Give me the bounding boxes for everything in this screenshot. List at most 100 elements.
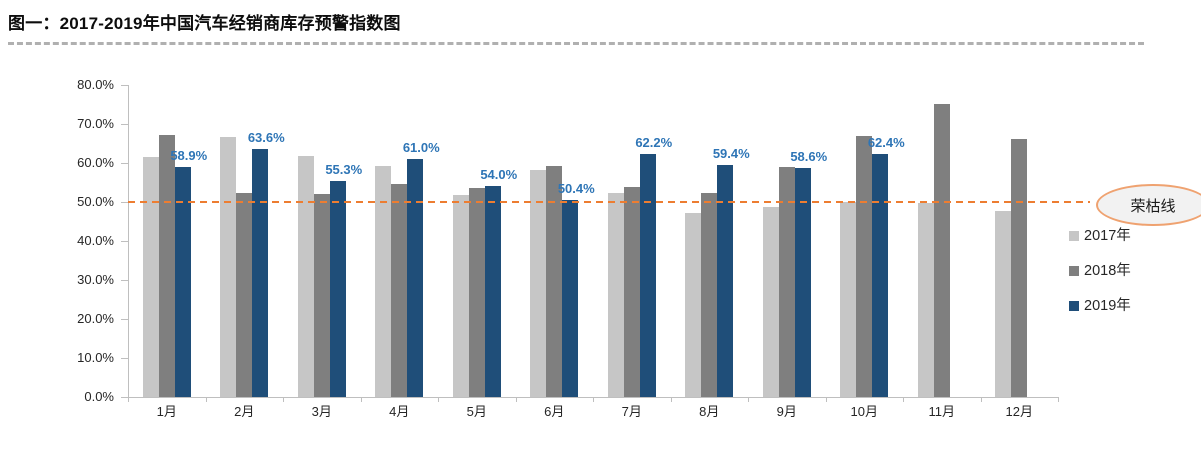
x-axis-category-label: 7月 [621, 404, 642, 419]
data-label-2019年-10月: 62.4% [867, 134, 905, 150]
y-axis-tick-mark [121, 202, 128, 203]
bar-2019年-2月 [252, 148, 269, 397]
y-axis-tick-mark [121, 241, 128, 242]
legend-item-2017年: 2017年 [1069, 227, 1131, 245]
data-label-2019年-2月: 63.6% [247, 129, 285, 145]
bar-2018年-6月 [546, 166, 563, 397]
y-axis-tick-label: 60.0% [77, 155, 114, 170]
data-label-2019年-9月: 58.6% [790, 149, 828, 165]
y-axis-tick-mark [121, 85, 128, 86]
bar-2018年-5月 [468, 187, 485, 397]
bar-2017年-3月 [297, 155, 314, 397]
x-axis-category-label: 10月 [850, 404, 878, 419]
y-axis-tick-mark [121, 397, 128, 398]
page-title: 图一：2017-2019年中国汽车经销商库存预警指数图 [8, 14, 401, 33]
y-axis-tick-label: 40.0% [77, 233, 114, 248]
legend-swatch [1069, 231, 1079, 241]
bar-2018年-9月 [778, 167, 795, 397]
x-axis-category-label: 12月 [1005, 404, 1033, 419]
data-label-2019年-3月: 55.3% [325, 162, 363, 178]
x-axis-tick-mark [748, 397, 749, 402]
bar-2017年-6月 [530, 170, 547, 397]
x-axis-tick-mark [1058, 397, 1059, 402]
bar-2018年-2月 [236, 193, 253, 397]
legend-label: 2017年 [1084, 228, 1131, 244]
x-axis-tick-mark [205, 397, 207, 402]
bar-2019年-8月 [717, 165, 734, 397]
title-separator-dashed-line [8, 42, 1144, 45]
bar-2018年-8月 [701, 193, 718, 397]
boom-bust-line-label: 荣枯线 [1130, 197, 1176, 215]
bar-2017年-12月 [995, 210, 1012, 397]
bar-2017年-10月 [840, 202, 857, 397]
x-axis-category-label: 5月 [466, 404, 487, 419]
bar-2018年-4月 [391, 184, 408, 397]
bar-2018年-1月 [158, 134, 175, 397]
legend-swatch [1069, 266, 1079, 276]
legend-swatch [1069, 301, 1079, 311]
bar-2019年-1月 [174, 167, 191, 397]
bar-2019年-9月 [794, 168, 811, 397]
x-axis-category-label: 1月 [156, 404, 177, 419]
y-axis-line [128, 85, 129, 397]
bar-2017年-1月 [142, 157, 159, 397]
legend: 2017年 2018年 2019年 [1069, 227, 1131, 315]
bar-2018年-10月 [856, 136, 873, 397]
y-axis-tick-label: 10.0% [77, 350, 114, 365]
legend-label: 2019年 [1084, 298, 1131, 314]
data-label-2019年-4月: 61.0% [402, 140, 440, 156]
bar-2017年-7月 [607, 192, 624, 397]
bar-2018年-7月 [623, 186, 640, 397]
boom-bust-reference-line [128, 201, 1090, 203]
bar-2019年-4月 [407, 159, 424, 397]
bar-2017年-11月 [917, 203, 934, 397]
x-axis-tick-mark [438, 397, 439, 402]
data-label-2019年-7月: 62.2% [635, 135, 673, 151]
x-axis-tick-mark [825, 397, 827, 402]
x-axis-category-label: 11月 [928, 404, 956, 419]
y-axis-tick-mark [121, 358, 128, 359]
x-axis-tick-mark [515, 397, 517, 402]
x-axis-category-label: 9月 [776, 404, 797, 419]
legend-item-2019年: 2019年 [1069, 297, 1131, 315]
x-axis-category-label: 6月 [544, 404, 565, 419]
y-axis-tick-mark [121, 319, 128, 320]
data-label-2019年-5月: 54.0% [480, 167, 518, 183]
bar-2017年-4月 [375, 166, 392, 397]
data-label-2019年-1月: 58.9% [170, 148, 208, 164]
x-axis-category-label: 3月 [311, 404, 332, 419]
bar-2019年-6月 [562, 200, 579, 397]
y-axis-tick-mark [121, 163, 128, 164]
x-axis-category-label: 4月 [389, 404, 410, 419]
x-axis-tick-mark [283, 397, 284, 402]
x-axis-tick-mark [360, 397, 362, 402]
x-axis-tick-mark [980, 397, 982, 402]
bar-2017年-2月 [220, 137, 237, 397]
x-axis-tick-mark [903, 397, 904, 402]
data-label-2019年-8月: 59.4% [712, 146, 750, 162]
y-axis-tick-label: 30.0% [77, 272, 114, 287]
bar-2018年-12月 [1011, 139, 1028, 397]
bar-2019年-10月 [872, 153, 889, 397]
bar-2019年-5月 [484, 186, 501, 397]
y-axis-tick-mark [121, 280, 128, 281]
y-axis-tick-mark [121, 124, 128, 125]
bar-2018年-11月 [933, 104, 950, 397]
bar-2019年-3月 [329, 181, 346, 397]
legend-label: 2018年 [1084, 263, 1131, 279]
y-axis-tick-label: 0.0% [84, 389, 114, 404]
x-axis-tick-mark [128, 397, 129, 402]
bar-2017年-5月 [452, 194, 469, 397]
y-axis-tick-label: 20.0% [77, 311, 114, 326]
bar-2017年-8月 [685, 212, 702, 397]
data-label-2019年-6月: 50.4% [557, 181, 595, 197]
legend-item-2018年: 2018年 [1069, 262, 1131, 280]
x-axis-tick-mark [670, 397, 672, 402]
boom-bust-line-callout-oval: 荣枯线 [1096, 184, 1201, 226]
x-axis-category-label: 8月 [699, 404, 720, 419]
x-axis-category-label: 2月 [234, 404, 255, 419]
bar-2018年-3月 [313, 193, 330, 397]
bar-2017年-9月 [762, 207, 779, 397]
bar-2019年-7月 [639, 154, 656, 397]
